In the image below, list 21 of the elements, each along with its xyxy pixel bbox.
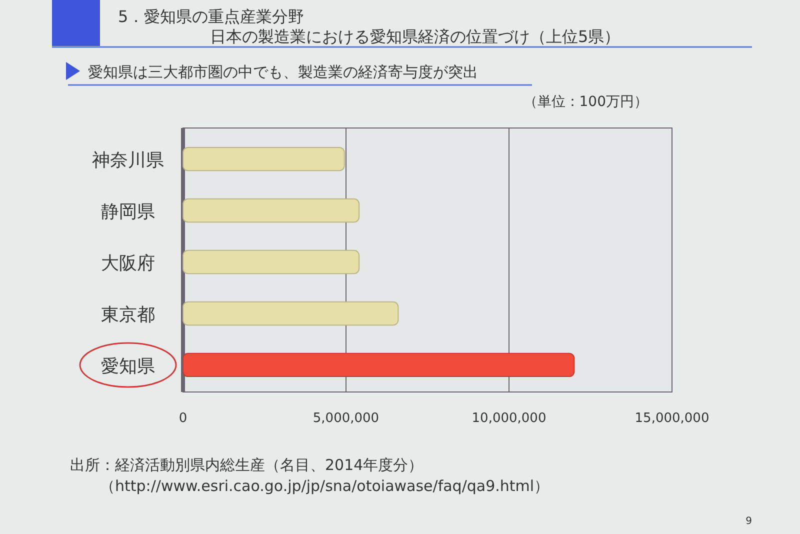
text: （http://www.esri.cao.go.jp/jp/sna/otoiawase/faq/qa9.html） xyxy=(100,477,550,495)
x-tick-label: 10,000,000 xyxy=(472,411,546,426)
x-tick-label: 5,000,000 xyxy=(312,411,380,426)
y-tick-label: 東京都 xyxy=(101,304,155,326)
x-tick-label: 15,000,000 xyxy=(634,411,710,426)
bar xyxy=(182,352,575,378)
bar xyxy=(182,301,399,326)
y-tick-label: 愛知県 xyxy=(101,356,155,377)
text: 出所：経済活動別県内総生産（名目、2014年度分） xyxy=(70,456,424,474)
bar xyxy=(182,198,360,223)
text: 愛知県は三大都市圏の中でも、製造業の経済寄与度が突出 xyxy=(88,63,478,81)
y-tick-label: 静岡県 xyxy=(101,202,155,223)
y-tick-label: 神奈川県 xyxy=(92,150,164,172)
bar xyxy=(182,250,360,274)
chart-subtitle: 日本の製造業における愛知県経済の位置づけ（上位5県） xyxy=(210,27,620,46)
text: （単位：100万円） xyxy=(523,94,648,110)
chart-title: 5．愛知県の重点産業分野 xyxy=(118,7,304,26)
x-tick-label: 0 xyxy=(178,411,188,426)
bar xyxy=(182,146,345,172)
text: 9 xyxy=(746,516,752,527)
y-tick-label: 大阪府 xyxy=(101,253,155,274)
